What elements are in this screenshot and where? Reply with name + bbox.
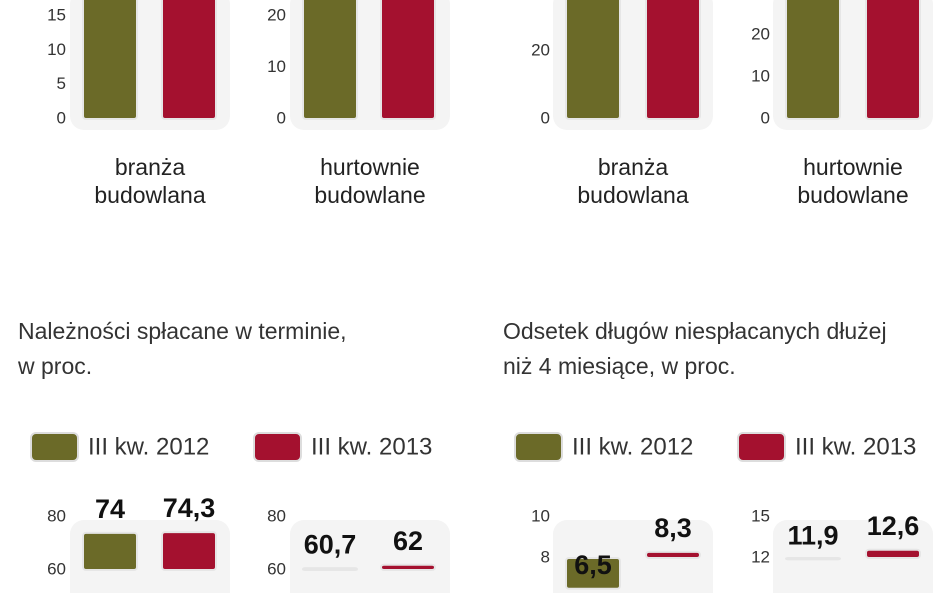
category-label: hurtownie budowlane [314,154,426,208]
bar [785,557,841,561]
bar [82,0,138,120]
y-tick-label: 10 [47,40,66,59]
y-tick-label: 10 [751,66,770,85]
value-label: 74,3 [163,493,216,523]
bar [161,0,217,120]
panel-background [290,520,450,593]
category-label: branża budowlana [577,154,689,208]
y-tick-label: 12 [751,547,770,566]
bar [161,531,217,571]
y-tick-label: 15 [47,5,66,24]
value-label: 8,3 [654,513,692,543]
category-label: hurtownie budowlane [797,154,909,208]
y-tick-label: 10 [267,57,286,76]
panel-title: w proc. [17,353,92,379]
legend-label: III kw. 2013 [795,433,916,460]
y-tick-label: 15 [751,506,770,525]
bar [82,531,138,572]
panel-title: niż 4 miesiące, w proc. [503,353,736,379]
y-tick-label: 20 [531,40,550,59]
value-label: 60,7 [304,529,357,559]
y-tick-label: 20 [751,24,770,43]
y-tick-label: 30 [751,0,770,1]
legend-label: III kw. 2012 [88,433,209,460]
bar [302,0,358,120]
y-tick-label: 0 [541,108,550,127]
bar [645,550,701,559]
category-label: branża budowlana [94,154,206,208]
bar [380,0,436,120]
panel-title: Odsetek długów niespłacanych dłużej [503,318,887,344]
legend-swatch [514,432,563,462]
y-tick-label: 0 [277,108,286,127]
y-tick-label: 0 [57,108,66,127]
value-label: 12,6 [867,511,920,541]
y-tick-label: 60 [267,559,286,578]
bar [785,0,841,120]
value-label: 62 [393,526,423,556]
y-tick-label: 80 [267,506,286,525]
bar [865,0,921,120]
value-label: 6,5 [574,550,612,580]
panel-background [773,520,933,593]
bar [865,548,921,559]
bar [380,563,436,572]
legend-label: III kw. 2012 [572,433,693,460]
y-tick-label: 60 [47,559,66,578]
bar [645,0,701,120]
bar [302,567,358,572]
legend-swatch [737,432,786,462]
y-tick-label: 0 [761,108,770,127]
y-tick-label: 8 [541,547,550,566]
y-tick-label: 10 [531,506,550,525]
bar [565,557,621,590]
legend-label: III kw. 2013 [311,433,432,460]
y-tick-label: 80 [47,506,66,525]
legend-swatch [30,432,79,462]
value-label: 11,9 [787,520,838,550]
value-label: 74 [95,494,125,524]
y-tick-label: 20 [267,5,286,24]
y-tick-label: 5 [57,74,66,93]
panel-title: Należności spłacane w terminie, [18,318,347,344]
legend-swatch [253,432,302,462]
bar [565,0,621,120]
